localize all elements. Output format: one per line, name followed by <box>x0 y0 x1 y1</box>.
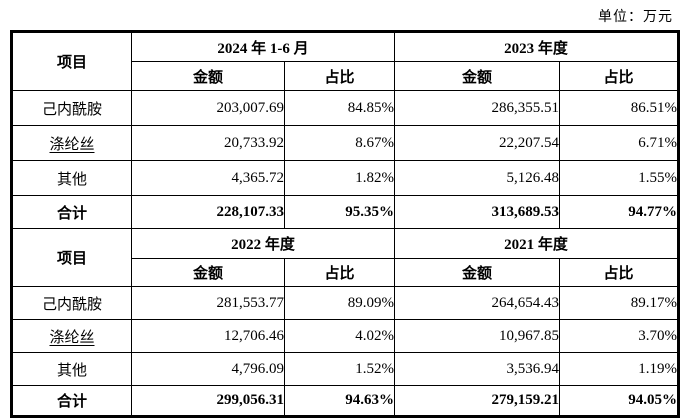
amount-cell: 20,733.92 <box>131 125 285 161</box>
section2-ratio-header-1: 占比 <box>284 258 395 287</box>
ratio-cell: 3.70% <box>558 319 680 353</box>
ratio-cell: 1.19% <box>558 352 680 386</box>
item-cell: 其他 <box>11 352 132 386</box>
section2-ratio-header-2: 占比 <box>558 258 680 287</box>
ratio-cell: 8.67% <box>284 125 395 161</box>
table-row: 己内酰胺 203,007.69 84.85% 286,355.51 86.51% <box>11 90 680 126</box>
total-amount-cell: 228,107.33 <box>131 195 285 229</box>
item-cell: 己内酰胺 <box>11 286 132 320</box>
ratio-cell: 6.71% <box>558 125 680 161</box>
ratio-cell: 86.51% <box>558 90 680 126</box>
amount-cell: 4,796.09 <box>131 352 285 386</box>
section1-period-2023: 2023 年度 <box>393 31 680 62</box>
total-ratio-cell: 94.77% <box>558 195 680 229</box>
ratio-cell: 1.82% <box>284 160 395 196</box>
table-row: 其他 4,365.72 1.82% 5,126.48 1.55% <box>11 160 680 196</box>
ratio-cell: 84.85% <box>284 90 395 126</box>
total-ratio-cell: 94.63% <box>284 385 395 417</box>
section2-item-header: 项目 <box>11 228 132 287</box>
revenue-breakdown-table: 项目 2024 年 1-6 月 2023 年度 金额 占比 金额 占比 己内酰胺… <box>10 30 681 418</box>
section2-period-header-row: 项目 2022 年度 2021 年度 <box>11 228 680 287</box>
ratio-cell: 1.55% <box>558 160 680 196</box>
section1-amount-header-1: 金额 <box>131 61 285 91</box>
section1-subheader-row: 金额 占比 金额 占比 <box>12 61 680 91</box>
amount-cell: 203,007.69 <box>131 90 285 126</box>
amount-cell: 281,553.77 <box>131 286 285 320</box>
amount-cell: 22,207.54 <box>394 125 560 161</box>
section2-period-2021: 2021 年度 <box>393 228 680 259</box>
section2-amount-header-2: 金额 <box>394 258 560 287</box>
amount-cell: 12,706.46 <box>131 319 285 353</box>
section1-period-header-row: 项目 2024 年 1-6 月 2023 年度 <box>11 31 680 91</box>
amount-cell: 4,365.72 <box>131 160 285 196</box>
amount-cell: 264,654.43 <box>394 286 560 320</box>
section2-amount-header-1: 金额 <box>131 258 285 287</box>
item-cell: 涤纶丝 <box>11 125 132 161</box>
section1-amount-header-2: 金额 <box>394 61 560 91</box>
table-row: 己内酰胺 281,553.77 89.09% 264,654.43 89.17% <box>11 286 680 320</box>
section1-item-header: 项目 <box>11 31 132 91</box>
section1-ratio-header-2: 占比 <box>558 61 680 91</box>
ratio-cell: 89.17% <box>558 286 680 320</box>
amount-cell: 5,126.48 <box>394 160 560 196</box>
total-row: 合计 228,107.33 95.35% 313,689.53 94.77% <box>11 195 680 229</box>
amount-cell: 10,967.85 <box>394 319 560 353</box>
amount-cell: 3,536.94 <box>394 352 560 386</box>
item-cell: 涤纶丝 <box>11 319 132 353</box>
total-label: 合计 <box>11 195 132 229</box>
ratio-cell: 89.09% <box>284 286 395 320</box>
section1-ratio-header-1: 占比 <box>284 61 395 91</box>
ratio-cell: 1.52% <box>284 352 395 386</box>
total-ratio-cell: 94.05% <box>558 385 680 417</box>
table-row: 涤纶丝 12,706.46 4.02% 10,967.85 3.70% <box>11 319 680 353</box>
total-label: 合计 <box>11 385 132 417</box>
total-amount-cell: 279,159.21 <box>394 385 560 417</box>
amount-cell: 286,355.51 <box>394 90 560 126</box>
item-cell: 其他 <box>11 160 132 196</box>
table-row: 其他 4,796.09 1.52% 3,536.94 1.19% <box>11 352 680 386</box>
section1-period-2024: 2024 年 1-6 月 <box>131 31 395 62</box>
ratio-cell: 4.02% <box>284 319 395 353</box>
unit-label: 单位：万元 <box>598 10 673 25</box>
total-amount-cell: 313,689.53 <box>394 195 560 229</box>
total-amount-cell: 299,056.31 <box>131 385 285 417</box>
total-ratio-cell: 95.35% <box>284 195 395 229</box>
section2-subheader-row: 金额 占比 金额 占比 <box>12 258 680 287</box>
total-row: 合计 299,056.31 94.63% 279,159.21 94.05% <box>11 385 680 417</box>
section2-period-2022: 2022 年度 <box>131 228 395 259</box>
table-row: 涤纶丝 20,733.92 8.67% 22,207.54 6.71% <box>11 125 680 161</box>
item-cell: 己内酰胺 <box>11 90 132 126</box>
